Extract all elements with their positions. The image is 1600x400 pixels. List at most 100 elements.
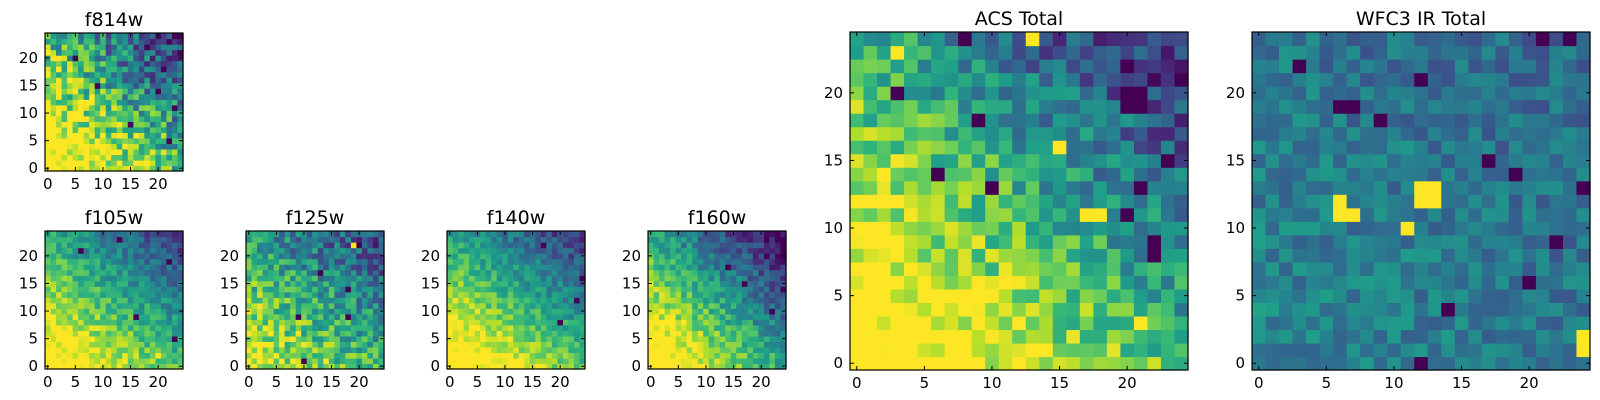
- heatmap-cell: [1373, 32, 1388, 47]
- heatmap-cell: [67, 60, 74, 67]
- heatmap-cell: [116, 302, 123, 309]
- heatmap-cell: [474, 313, 481, 320]
- heatmap-cell: [56, 159, 63, 167]
- heatmap-cell: [452, 313, 459, 320]
- heatmap-cell: [1252, 234, 1267, 249]
- heatmap-cell: [890, 275, 905, 290]
- heatmap-cell: [149, 110, 156, 117]
- heatmap-cell: [573, 275, 581, 282]
- heatmap-cell: [546, 335, 553, 342]
- heatmap-cell: [763, 352, 771, 359]
- heatmap-cell: [177, 352, 184, 359]
- heatmap-cell: [83, 280, 90, 287]
- heatmap-cell: [45, 236, 52, 243]
- heatmap-cell: [78, 159, 85, 167]
- heatmap-cells-f140w: [447, 231, 586, 370]
- heatmap-cell: [306, 280, 313, 287]
- y-tick-label: 5: [1235, 287, 1245, 305]
- heatmap-cell: [111, 159, 118, 167]
- heatmap-cell: [1066, 207, 1081, 222]
- heatmap-cell: [149, 319, 156, 326]
- heatmap-cell: [485, 264, 492, 271]
- heatmap-cell: [971, 234, 986, 249]
- heatmap-cell: [1093, 302, 1108, 317]
- heatmap-cell: [1319, 113, 1334, 128]
- heatmap-cell: [535, 280, 542, 287]
- heatmap-cell: [1279, 329, 1294, 344]
- heatmap-cell: [83, 352, 90, 359]
- heatmap-cell: [681, 335, 688, 342]
- heatmap-cell: [904, 302, 919, 317]
- heatmap-cell: [1360, 207, 1375, 222]
- heatmap-cell: [1292, 86, 1307, 101]
- heatmap-cell: [758, 324, 765, 331]
- heatmap-cell: [144, 33, 151, 40]
- heatmap-cell: [692, 280, 699, 287]
- heatmap-cell: [1012, 234, 1027, 249]
- heatmap-cell: [573, 258, 581, 265]
- heatmap-cell: [1387, 167, 1402, 182]
- heatmap-cell: [1292, 72, 1307, 87]
- heatmap-cell: [328, 357, 335, 365]
- heatmap-cell: [171, 275, 179, 282]
- heatmap-cell: [579, 291, 586, 298]
- heatmap-cell: [1400, 207, 1415, 222]
- heatmap-cell: [540, 269, 547, 276]
- heatmap-cell: [339, 286, 346, 293]
- heatmap-cell: [452, 324, 459, 331]
- heatmap-cell: [1012, 275, 1027, 290]
- heatmap-cell: [149, 231, 156, 238]
- heatmap-cell: [664, 346, 671, 354]
- heatmap-cell: [171, 291, 179, 298]
- heatmap-cell: [67, 297, 74, 304]
- heatmap-cell: [507, 313, 514, 320]
- heatmap-cell: [83, 159, 90, 167]
- heatmap-cell: [301, 269, 308, 276]
- axes-frame: [44, 32, 184, 172]
- heatmap-cell: [89, 286, 96, 293]
- heatmap-cell: [697, 319, 704, 326]
- heatmap-cell: [1133, 234, 1149, 249]
- heatmap-cell: [111, 82, 118, 89]
- heatmap-cell: [1052, 356, 1067, 371]
- heatmap-cell: [719, 264, 726, 271]
- heatmap-cell: [155, 55, 162, 62]
- heatmap-cell: [562, 363, 570, 370]
- heatmap-cell: [1441, 99, 1456, 114]
- heatmap-cell: [1079, 207, 1094, 222]
- heatmap-cell: [116, 44, 123, 51]
- heatmap-cell: [703, 341, 710, 348]
- heatmap-cell: [1039, 275, 1054, 290]
- heatmap-cell: [262, 280, 269, 287]
- heatmap-cell: [741, 264, 748, 271]
- y-tick-label: 5: [631, 330, 641, 348]
- heatmap-cell: [692, 308, 699, 315]
- heatmap-cell: [67, 137, 74, 144]
- heatmap-cell: [312, 297, 319, 304]
- heatmap-cell: [780, 297, 787, 304]
- heatmap-cell: [985, 32, 1000, 47]
- heatmap-cell: [155, 242, 162, 249]
- heatmap-cell: [524, 335, 531, 342]
- heatmap-cell: [736, 324, 743, 331]
- heatmap-cell: [50, 132, 57, 139]
- heatmap-cell: [736, 236, 743, 243]
- heatmap-cell: [105, 60, 112, 67]
- heatmap-cell: [1441, 59, 1456, 74]
- heatmap-cell: [664, 280, 671, 287]
- heatmap-cell: [1106, 315, 1121, 331]
- heatmap-cell: [361, 341, 369, 348]
- heatmap-cell: [703, 319, 710, 326]
- heatmap-cell: [83, 264, 90, 271]
- heatmap-cell: [367, 247, 374, 254]
- heatmap-cell: [138, 264, 145, 271]
- heatmap-cell: [1147, 342, 1162, 358]
- heatmap-cell: [262, 308, 269, 315]
- heatmap-cell: [1093, 288, 1108, 303]
- heatmap-cell: [50, 231, 57, 238]
- heatmap-cell: [144, 82, 151, 89]
- heatmap-cell: [367, 231, 374, 238]
- heatmap-cell: [904, 356, 919, 371]
- heatmap-cell: [769, 308, 776, 315]
- heatmap-cell: [105, 49, 112, 56]
